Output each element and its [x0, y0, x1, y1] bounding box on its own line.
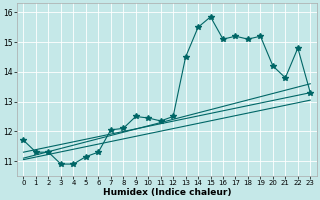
X-axis label: Humidex (Indice chaleur): Humidex (Indice chaleur)	[103, 188, 231, 197]
